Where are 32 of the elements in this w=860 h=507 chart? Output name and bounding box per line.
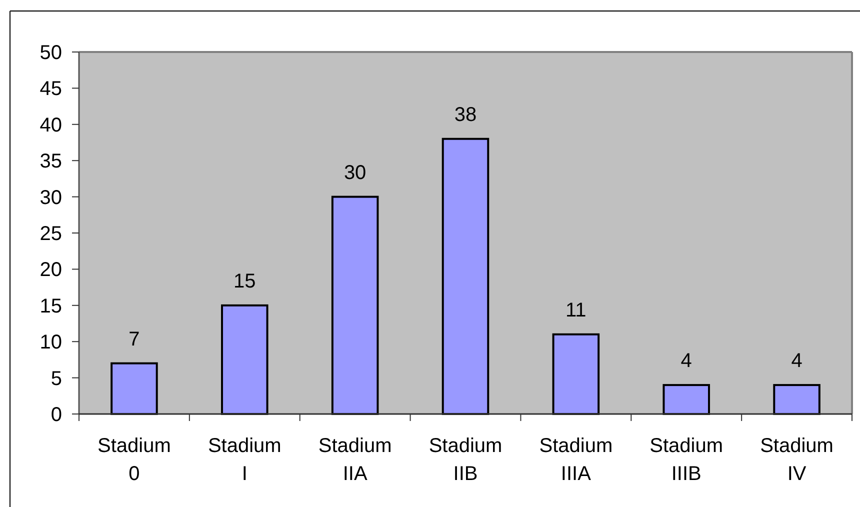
y-tick-label: 50: [40, 42, 62, 64]
x-tick-label: Stadium IIIA: [539, 435, 613, 485]
data-label: 15: [234, 270, 256, 292]
y-tick-label: 10: [40, 332, 62, 354]
bar: [773, 384, 820, 415]
bar: [552, 333, 600, 415]
bar: [442, 138, 490, 415]
data-label: 7: [128, 328, 140, 350]
y-tick-label: 25: [40, 223, 62, 245]
bar: [221, 304, 268, 415]
x-tick-label: Stadium IIA: [318, 435, 392, 485]
data-label: 38: [454, 104, 477, 126]
x-tick-label: Stadium IV: [760, 435, 834, 485]
data-label: 4: [680, 350, 692, 372]
y-tick-label: 20: [40, 259, 62, 282]
y-tick-label: 35: [40, 150, 62, 173]
bar: [331, 196, 379, 415]
bar: [110, 362, 158, 415]
x-tick-label: Stadium IIB: [428, 435, 502, 485]
bar: [662, 384, 710, 415]
data-label: 4: [791, 350, 802, 372]
y-tick-label: 5: [50, 368, 62, 390]
y-tick-label: 15: [40, 295, 62, 318]
x-tick-label: Stadium 0: [98, 435, 171, 485]
y-tick-label: 0: [50, 404, 62, 426]
data-label: 30: [344, 162, 366, 184]
x-tick-label: Stadium I: [208, 435, 282, 485]
y-tick-label: 45: [40, 78, 62, 100]
y-tick-label: 40: [40, 114, 62, 136]
y-tick-label: 30: [40, 186, 62, 209]
x-tick-label: Stadium IIIB: [650, 435, 724, 485]
data-label: 11: [566, 299, 586, 322]
